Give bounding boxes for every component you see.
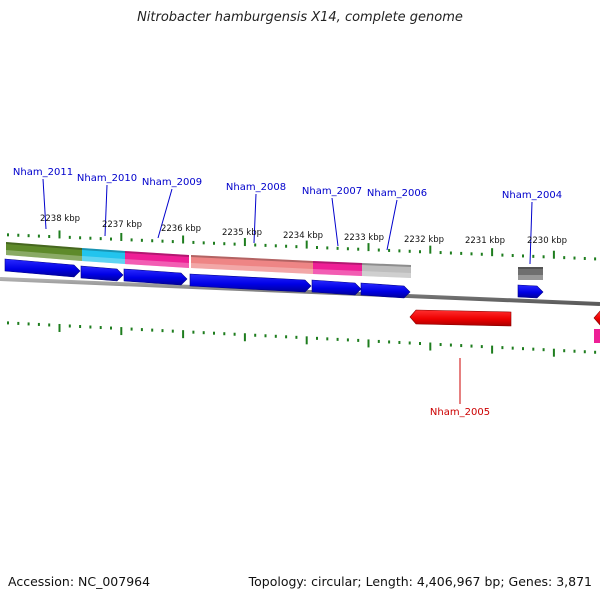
scale-label: 2234 kbp (283, 231, 323, 241)
gene-label: Nham_2005 (430, 407, 490, 418)
scale-label: 2237 kbp (102, 220, 142, 230)
gene-label: Nham_2006 (367, 188, 427, 199)
scale-label: 2230 kbp (527, 236, 567, 246)
topology-text: Topology: circular; Length: 4,406,967 bp… (248, 574, 592, 589)
scale-label: 2233 kbp (344, 233, 384, 243)
cds-arrow-forward (517, 284, 544, 299)
cds-arrow-forward (360, 282, 411, 299)
callout-line (104, 184, 108, 237)
cds-arrow-reverse (409, 309, 512, 327)
gene-label: Nham_2011 (13, 167, 73, 178)
cog-color-track (6, 242, 600, 343)
gene-callouts: Nham_2011 Nham_2010 Nham_2009 Nham_2008 Nham… (13, 167, 562, 418)
gene-label: Nham_2008 (226, 182, 286, 193)
callout-line (331, 197, 339, 247)
callout-line (253, 193, 257, 244)
scale-label: 2235 kbp (222, 228, 262, 238)
map-title: Nitrobacter hamburgensis X14, complete g… (137, 10, 463, 25)
cog-block (362, 263, 411, 278)
cog-block (6, 242, 82, 261)
scale-labels: 2238 kbp 2237 kbp 2236 kbp 2235 kbp 2234 kbp… (40, 214, 567, 246)
callout-line (157, 188, 173, 239)
cog-block (313, 261, 362, 276)
callout-line (42, 178, 47, 230)
cog-block (518, 267, 543, 280)
scale-label: 2238 kbp (40, 214, 80, 224)
cog-block (82, 248, 125, 264)
callout-line (529, 201, 533, 265)
cds-arrow-forward (189, 273, 312, 293)
cog-block (594, 329, 600, 343)
scale-label: 2232 kbp (404, 235, 444, 245)
cds-arrow-reverse (593, 310, 600, 326)
scale-ticks-inner (7, 321, 597, 357)
callout-line (386, 199, 398, 251)
gene-label: Nham_2007 (302, 186, 362, 197)
cds-track (4, 258, 600, 327)
gene-label: Nham_2004 (502, 190, 562, 201)
scale-label: 2231 kbp (465, 236, 505, 246)
scale-label: 2236 kbp (161, 224, 201, 234)
scale-ticks-outer (7, 230, 597, 261)
cds-arrow-forward (311, 279, 362, 296)
gene-label: Nham_2010 (77, 173, 137, 184)
cds-arrow-forward (4, 258, 81, 278)
cds-arrow-forward (123, 268, 188, 286)
gene-label: Nham_2009 (142, 177, 202, 188)
cds-arrow-forward (80, 265, 124, 282)
accession-text: Accession: NC_007964 (8, 574, 151, 589)
cog-block (125, 251, 189, 268)
cog-block (191, 255, 313, 274)
